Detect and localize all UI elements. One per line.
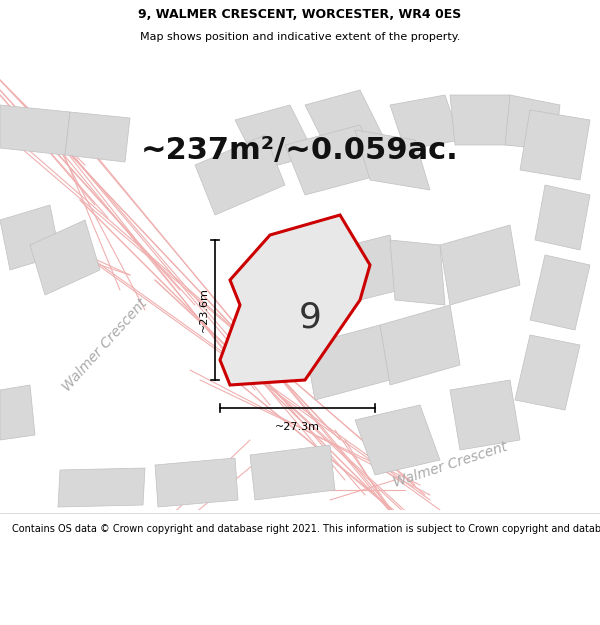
Text: Walmer Crescent: Walmer Crescent: [60, 296, 150, 394]
Polygon shape: [355, 405, 440, 475]
Text: ~237m²/~0.059ac.: ~237m²/~0.059ac.: [141, 136, 459, 164]
Polygon shape: [355, 130, 430, 190]
Polygon shape: [285, 125, 380, 195]
Polygon shape: [65, 112, 130, 162]
Polygon shape: [520, 110, 590, 180]
Polygon shape: [450, 95, 520, 145]
Polygon shape: [530, 255, 590, 330]
Polygon shape: [0, 105, 70, 155]
Text: Walmer Crescent: Walmer Crescent: [391, 440, 509, 490]
Polygon shape: [440, 225, 520, 305]
Polygon shape: [220, 215, 370, 385]
Polygon shape: [390, 240, 445, 305]
Polygon shape: [195, 135, 285, 215]
Polygon shape: [330, 235, 400, 305]
Text: ~23.6m: ~23.6m: [199, 288, 209, 332]
Polygon shape: [250, 445, 335, 500]
Polygon shape: [390, 95, 460, 150]
Text: 9: 9: [299, 301, 322, 335]
Text: 9, WALMER CRESCENT, WORCESTER, WR4 0ES: 9, WALMER CRESCENT, WORCESTER, WR4 0ES: [139, 8, 461, 21]
Polygon shape: [515, 335, 580, 410]
Polygon shape: [305, 90, 385, 155]
Polygon shape: [30, 220, 100, 295]
Polygon shape: [0, 385, 35, 440]
Polygon shape: [505, 95, 560, 150]
Polygon shape: [380, 305, 460, 385]
Text: ~27.3m: ~27.3m: [275, 422, 320, 432]
Polygon shape: [58, 468, 145, 507]
Polygon shape: [450, 380, 520, 450]
Polygon shape: [235, 105, 315, 170]
Text: Map shows position and indicative extent of the property.: Map shows position and indicative extent…: [140, 32, 460, 43]
Polygon shape: [305, 325, 390, 400]
Polygon shape: [535, 185, 590, 250]
Polygon shape: [0, 205, 60, 270]
Text: Contains OS data © Crown copyright and database right 2021. This information is : Contains OS data © Crown copyright and d…: [12, 524, 600, 534]
Polygon shape: [155, 458, 238, 507]
